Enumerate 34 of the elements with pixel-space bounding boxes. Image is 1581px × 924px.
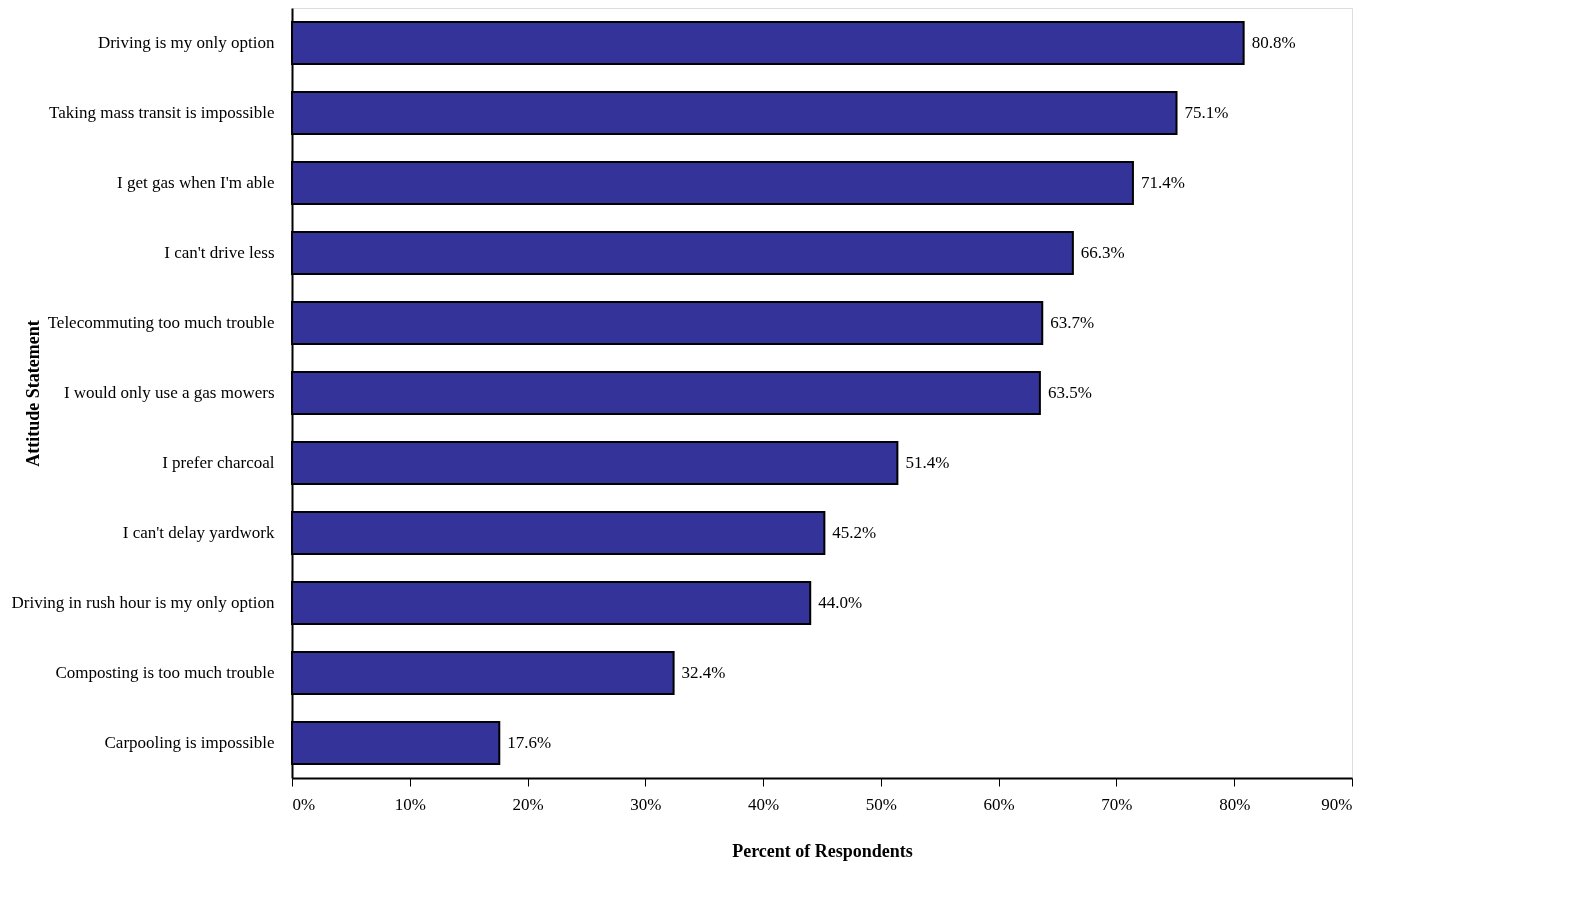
- y-tick-label: Driving is my only option: [97, 33, 275, 52]
- x-tick-label: 70%: [1101, 794, 1133, 814]
- data-label: 75.1%: [1184, 103, 1229, 122]
- data-label: 80.8%: [1251, 33, 1296, 52]
- y-tick-label: I can't delay yardwork: [122, 523, 275, 542]
- data-label: 51.4%: [905, 453, 950, 472]
- y-axis-title: Attitude Statement: [22, 320, 43, 467]
- y-tick-label: I would only use a gas mowers: [63, 383, 275, 402]
- y-tick-label: Carpooling is impossible: [104, 733, 275, 752]
- y-tick-label: Driving in rush hour is my only option: [11, 593, 275, 612]
- x-tick-label: 50%: [865, 794, 897, 814]
- y-tick-label: Composting is too much trouble: [55, 663, 275, 682]
- data-label: 44.0%: [818, 593, 863, 612]
- y-tick-label: I can't drive less: [164, 243, 275, 262]
- x-tick-label: 80%: [1219, 794, 1251, 814]
- y-tick-label: Taking mass transit is impossible: [49, 103, 275, 122]
- data-label: 66.3%: [1080, 243, 1125, 262]
- y-tick-label: I prefer charcoal: [162, 453, 275, 472]
- x-tick-label: 90%: [1321, 794, 1353, 814]
- data-label: 17.6%: [507, 733, 552, 752]
- y-tick-label: Telecommuting too much trouble: [47, 313, 275, 332]
- x-tick-label: 30%: [630, 794, 662, 814]
- x-tick-label: 40%: [748, 794, 780, 814]
- x-tick-label: 0%: [292, 794, 316, 814]
- data-label: 71.4%: [1140, 173, 1185, 192]
- y-tick-label: I get gas when I'm able: [117, 173, 275, 192]
- x-tick-label: 60%: [983, 794, 1015, 814]
- data-label: 63.7%: [1050, 313, 1095, 332]
- data-label: 32.4%: [681, 663, 726, 682]
- x-tick-label: 20%: [512, 794, 544, 814]
- data-label: 45.2%: [832, 523, 877, 542]
- x-tick-label: 10%: [394, 794, 426, 814]
- data-label: 63.5%: [1047, 383, 1092, 402]
- x-axis-title: Percent of Respondents: [732, 840, 913, 861]
